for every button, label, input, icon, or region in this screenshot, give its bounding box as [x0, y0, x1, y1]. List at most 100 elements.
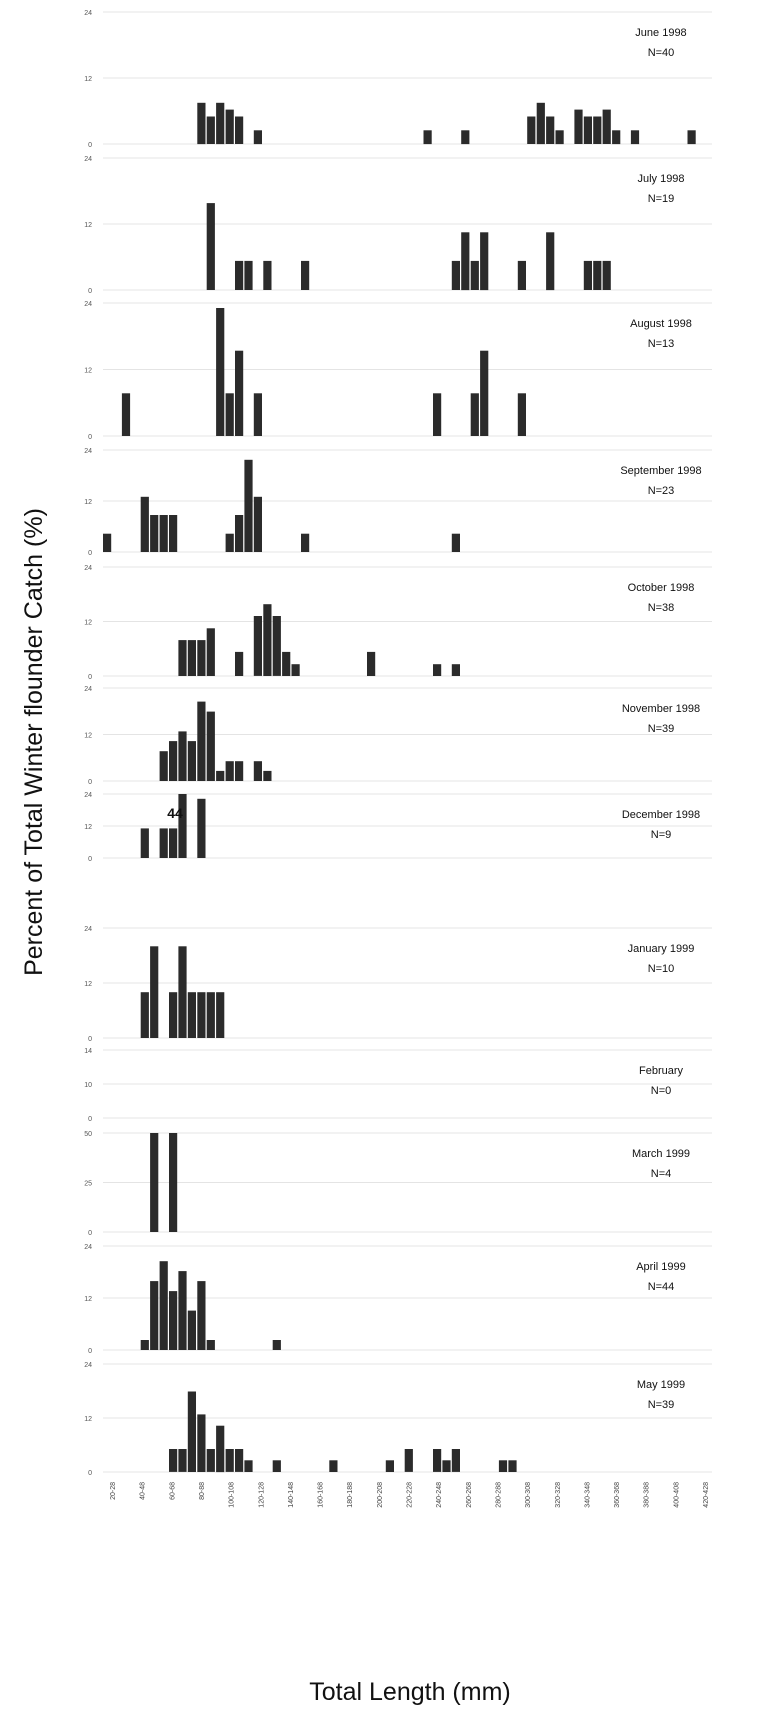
- bar: [433, 664, 442, 676]
- bar: [178, 1271, 187, 1350]
- x-tick-label: 140-148: [288, 1482, 295, 1508]
- bar: [169, 1291, 178, 1350]
- bar: [150, 946, 159, 1038]
- bar: [206, 203, 215, 290]
- bar: [206, 116, 215, 144]
- y-tick-label: 12: [84, 824, 92, 831]
- bar: [263, 770, 272, 781]
- y-tick-label: 0: [88, 674, 92, 681]
- bar: [150, 1281, 159, 1350]
- y-tick-label: 0: [88, 288, 92, 295]
- bar: [159, 515, 168, 552]
- bar: [253, 496, 262, 552]
- bar: [178, 1449, 187, 1472]
- panel-n: N=9: [651, 829, 672, 841]
- bar: [404, 1449, 413, 1472]
- y-tick-label: 25: [84, 1181, 92, 1188]
- bar: [187, 1310, 196, 1350]
- bar: [150, 515, 159, 552]
- bar: [253, 393, 262, 436]
- bar: [583, 260, 592, 290]
- y-tick-label: 24: [84, 1244, 92, 1251]
- x-tick-label: 40-48: [140, 1482, 147, 1500]
- y-axis-label: Percent of Total Winter flounder Catch (…: [20, 508, 48, 976]
- panel-n: N=10: [648, 963, 675, 975]
- bar: [216, 308, 225, 436]
- bar: [197, 1281, 206, 1350]
- panel-10: 50 25 0 March 1999 N=4: [84, 1131, 712, 1237]
- bar: [451, 1449, 460, 1472]
- bar: [593, 260, 602, 290]
- bar: [169, 828, 178, 858]
- y-tick-label: 12: [84, 620, 92, 627]
- panel-title: September 1998: [620, 465, 701, 477]
- panel-3: 24 12 0 August 1998 N=13: [84, 301, 712, 441]
- panel-12: 24 12 0 May 1999 N=39: [84, 1362, 712, 1477]
- bar: [140, 496, 149, 552]
- bar: [169, 1449, 178, 1472]
- y-tick-label: 0: [88, 856, 92, 863]
- bar: [282, 651, 291, 676]
- bar: [301, 260, 310, 290]
- y-tick-label: 0: [88, 550, 92, 557]
- panel-n: N=13: [648, 338, 675, 350]
- bar: [169, 515, 178, 552]
- bar: [197, 992, 206, 1038]
- x-tick-label: 380-388: [644, 1482, 651, 1508]
- bar: [216, 102, 225, 145]
- bar: [593, 116, 602, 144]
- y-tick-label: 12: [84, 1296, 92, 1303]
- bar: [197, 1414, 206, 1472]
- bar: [602, 109, 611, 144]
- panel-11: 24 12 0 April 1999 N=44: [84, 1244, 712, 1355]
- x-tick-label: 60-68: [169, 1482, 176, 1500]
- bar: [470, 260, 479, 290]
- x-tick-label: 240-248: [436, 1482, 443, 1508]
- x-tick-label: 220-228: [407, 1482, 414, 1508]
- y-tick-label: 0: [88, 1348, 92, 1355]
- y-tick-label: 24: [84, 156, 92, 163]
- bar: [555, 130, 564, 145]
- bar: [159, 1261, 168, 1350]
- x-axis: 20-28 40-48 60-68 80-88 100-108 120-128 140-14…: [110, 1482, 710, 1508]
- bar: [216, 992, 225, 1038]
- y-tick-label: 12: [84, 981, 92, 988]
- bar: [178, 731, 187, 781]
- panel-title: November 1998: [622, 703, 700, 715]
- panel-title: February: [639, 1065, 684, 1077]
- bar: [197, 102, 206, 145]
- bar: [235, 651, 244, 676]
- panel-n: N=4: [651, 1168, 672, 1180]
- y-tick-label: 0: [88, 1230, 92, 1237]
- bar: [451, 260, 460, 290]
- bar: [442, 1460, 451, 1472]
- y-tick-label: 24: [84, 926, 92, 933]
- panel-title: April 1999: [636, 1261, 686, 1273]
- y-tick-label: 50: [84, 1131, 92, 1138]
- bar: [187, 1391, 196, 1472]
- bar: [583, 116, 592, 144]
- panel-title: October 1998: [628, 582, 695, 594]
- y-tick-label: 24: [84, 686, 92, 693]
- bar: [206, 628, 215, 676]
- panel-title: June 1998: [635, 27, 686, 39]
- bar: [187, 741, 196, 781]
- y-tick-label: 0: [88, 1036, 92, 1043]
- panel-title: August 1998: [630, 318, 692, 330]
- panel-title: January 1999: [628, 943, 695, 955]
- y-tick-label: 12: [84, 222, 92, 229]
- bar: [140, 828, 149, 858]
- panel-n: N=38: [648, 602, 675, 614]
- x-tick-label: 400-408: [673, 1482, 680, 1508]
- bar: [140, 992, 149, 1038]
- bar: [244, 260, 253, 290]
- bar: [225, 533, 234, 552]
- panel-title: May 1999: [637, 1379, 685, 1391]
- bar: [225, 393, 234, 436]
- y-tick-label: 24: [84, 792, 92, 799]
- bar: [169, 992, 178, 1038]
- bar: [169, 1133, 178, 1232]
- panel-9: 14 10 0 February N=0: [84, 1048, 712, 1123]
- panel-7: 24 12 0 December 1998 N=9: [84, 792, 712, 863]
- y-tick-label: 0: [88, 142, 92, 149]
